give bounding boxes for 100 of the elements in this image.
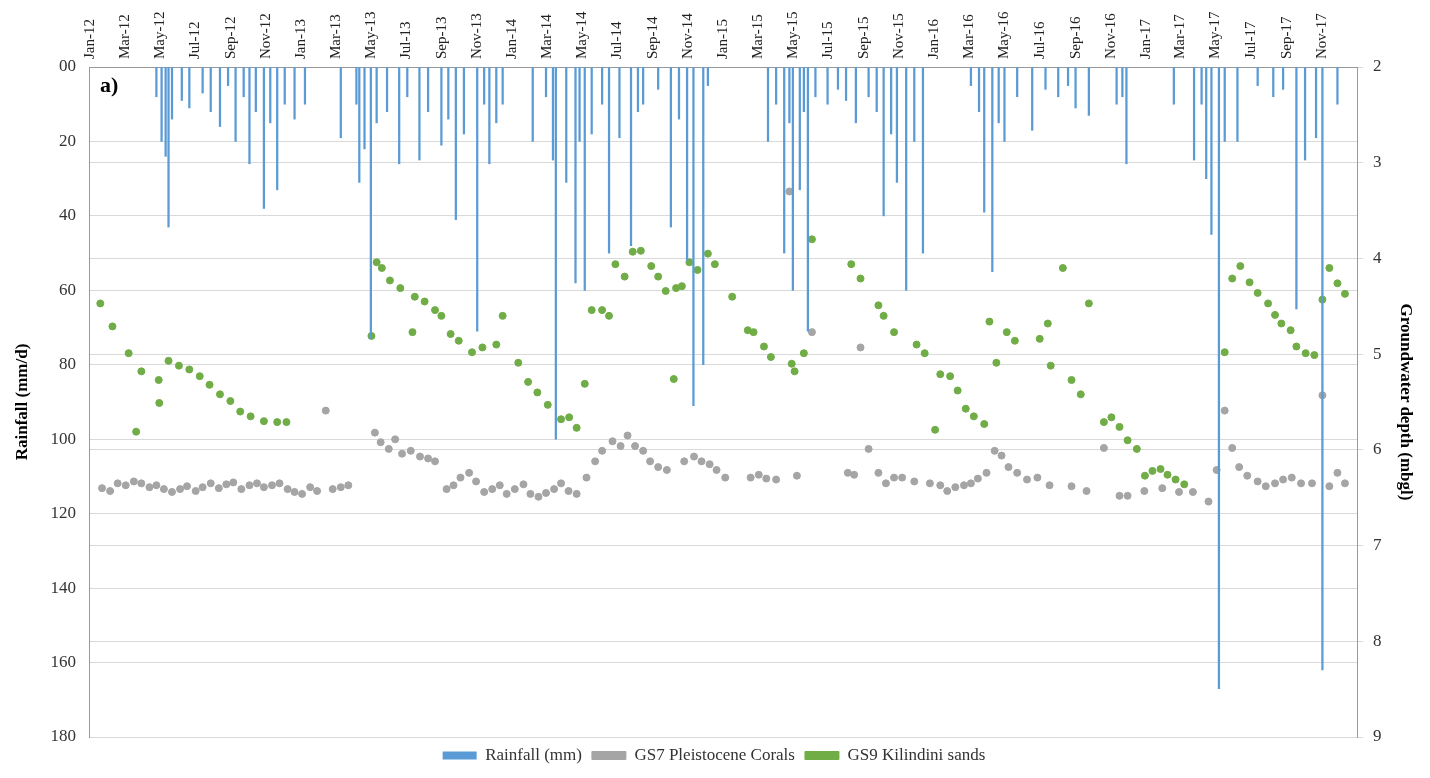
y2-tick-label: 7: [1373, 535, 1383, 555]
x-tick-label: Mar-13: [326, 14, 343, 59]
bar: [826, 67, 829, 105]
bar: [363, 67, 366, 150]
bar: [248, 67, 251, 165]
x-tick-label: Jan-14: [503, 18, 520, 59]
bar: [418, 67, 421, 161]
bar: [167, 67, 170, 228]
x-tick-label: Jul-14: [608, 21, 625, 59]
bar: [1031, 67, 1034, 131]
bar: [1172, 67, 1175, 105]
x-tick-label: Mar-14: [537, 13, 554, 59]
x-tick-label: Mar-12: [115, 14, 132, 59]
bar: [774, 67, 778, 105]
x-tick-label: Sep-15: [854, 16, 871, 59]
bar: [618, 67, 621, 139]
bar: [1044, 67, 1047, 90]
y2-axis-title: Groundwater depth (mbgl): [1397, 303, 1417, 501]
bar: [1256, 67, 1259, 86]
y2-tick-label: 4: [1373, 247, 1383, 267]
bar: [1125, 67, 1128, 165]
y-axis-title: Rainfall (mm/d): [11, 343, 31, 461]
bar: [1295, 67, 1298, 310]
y-tick-label: 140: [50, 577, 76, 597]
y-tick-label: 120: [50, 503, 76, 523]
bar: [1236, 67, 1239, 142]
bar: [155, 67, 158, 98]
y-tick-label: 00: [58, 56, 76, 76]
x-tick-label: May-17: [1206, 11, 1223, 59]
x-tick-label: Mar-16: [960, 13, 977, 59]
x-tick-label: May-13: [361, 11, 378, 59]
bar: [867, 67, 870, 98]
legend-label: GS7 Pleistocene Corals: [634, 744, 795, 764]
x-tick-label: Jan-12: [80, 19, 97, 59]
y2-tick-label: 3: [1373, 152, 1382, 172]
x-tick-label: Nov-16: [1101, 12, 1118, 59]
x-tick-label: May-16: [995, 11, 1012, 59]
y2-tick-label: 9: [1373, 726, 1382, 746]
x-tick-label: May-15: [783, 11, 800, 59]
bar: [1281, 67, 1285, 90]
bar: [283, 67, 286, 105]
y-tick-label: 80: [58, 354, 76, 374]
x-tick-label: Jul-17: [1241, 21, 1258, 59]
bar: [501, 67, 504, 105]
bar: [1336, 67, 1339, 105]
y2-tick-label: 2: [1373, 56, 1382, 76]
x-tick-label: Jan-15: [714, 19, 731, 59]
x-tick-label: Nov-17: [1312, 12, 1329, 59]
x-tick-label: Jan-17: [1137, 18, 1154, 59]
x-tick-label: Nov-13: [468, 13, 485, 59]
bar: [1074, 67, 1077, 109]
bar: [234, 67, 237, 142]
bar: [1003, 67, 1006, 142]
bar: [969, 67, 973, 86]
bar: [836, 67, 840, 90]
annotation: a): [99, 71, 119, 97]
y-tick-label: 20: [58, 130, 76, 150]
x-tick-label: Mar-17: [1171, 13, 1188, 59]
x-tick-label: Sep-12: [221, 16, 238, 59]
y2-tick-label: 6: [1373, 439, 1382, 459]
x-tick-label: Jan-16: [925, 18, 942, 59]
y-tick-label: 180: [50, 726, 76, 746]
legend-label: Rainfall (mm): [485, 744, 582, 764]
bar: [657, 67, 660, 90]
bar: [226, 67, 230, 86]
bar: [706, 67, 710, 86]
x-tick-label: Sep-16: [1066, 16, 1083, 59]
y2-tick-label: 5: [1373, 343, 1382, 363]
x-tick-label: Jan-13: [292, 19, 309, 59]
x-tick-label: Nov-12: [257, 13, 274, 59]
bar: [440, 67, 443, 146]
y-tick-label: 40: [58, 205, 76, 225]
x-tick-label: Jul-15: [819, 21, 836, 59]
bar: [600, 67, 604, 105]
x-tick-label: Sep-13: [432, 16, 449, 59]
bar: [293, 67, 296, 120]
x-tick-label: Sep-17: [1277, 16, 1294, 59]
bar: [574, 67, 577, 284]
bar: [814, 67, 817, 98]
bar: [160, 67, 163, 142]
bar: [692, 67, 695, 407]
bar: [1200, 67, 1203, 105]
x-tick-label: Nov-14: [679, 12, 696, 59]
x-tick-label: May-12: [150, 11, 167, 59]
y2-tick-label: 8: [1373, 630, 1382, 650]
bar: [303, 67, 307, 105]
x-tick-label: Nov-15: [890, 13, 907, 59]
y-tick-label: 60: [58, 279, 76, 299]
bar: [642, 67, 645, 105]
bar: [1115, 67, 1118, 105]
x-tick-label: May-14: [572, 11, 589, 59]
legend-label: GS9 Kilindini sands: [847, 744, 986, 764]
bar: [483, 67, 486, 105]
x-tick-label: Jul-16: [1030, 21, 1047, 59]
bar: [1066, 67, 1070, 86]
y-tick-label: 100: [50, 428, 76, 448]
x-tick-label: Jul-12: [186, 21, 203, 59]
x-tick-label: Mar-15: [748, 14, 765, 59]
y-tick-label: 160: [50, 652, 76, 672]
x-tick-label: Sep-14: [643, 16, 660, 59]
